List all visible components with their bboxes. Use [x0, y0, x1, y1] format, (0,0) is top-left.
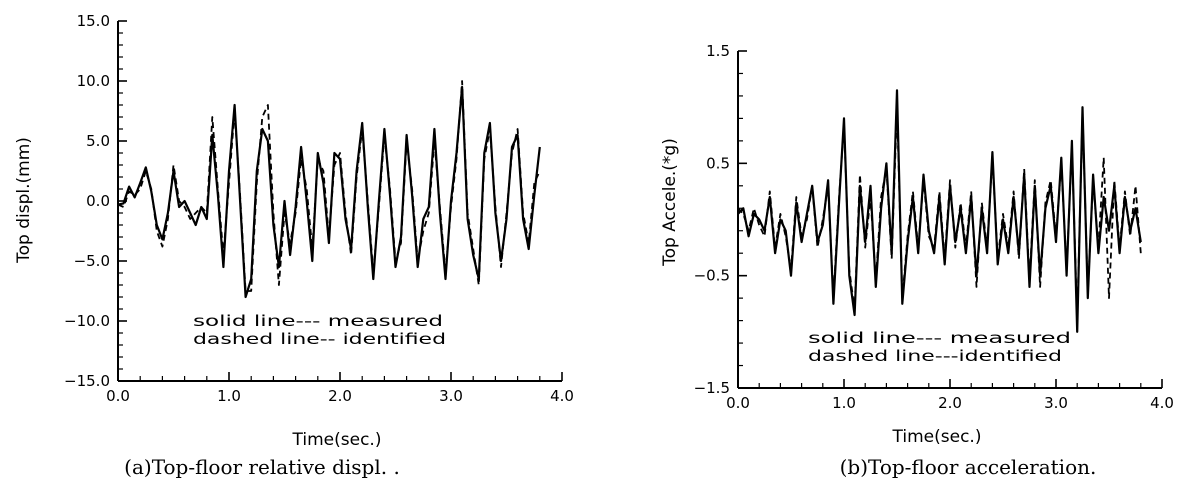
y-tick-label-a: −15.0 — [64, 372, 110, 390]
x-tick-label-b: 2.0 — [938, 394, 962, 412]
y-axis-title-a: Top displ.(mm) — [14, 137, 34, 264]
chart-top-floor-acceleration: Top Accele.(*g) Time(sec.) (b)Top-floor … — [660, 42, 1174, 479]
y-axis-title-b: Top Accele.(*g) — [660, 138, 680, 267]
legend-measured-a: solid line--- measured — [193, 312, 443, 330]
y-tick-label-b: 0.5 — [706, 154, 730, 172]
series-identified-b — [737, 106, 1142, 322]
x-axis-title-a: Time(sec.) — [292, 430, 382, 450]
series-identified-a — [117, 80, 541, 292]
y-tick-label-a: 10.0 — [77, 72, 110, 90]
caption-a: (a)Top-floor relative displ. . — [124, 455, 400, 479]
series-measured-a — [117, 85, 541, 299]
x-tick-label-a: 4.0 — [550, 387, 574, 405]
x-tick-label-b: 0.0 — [726, 394, 750, 412]
y-tick-label-b: −1.5 — [694, 379, 730, 397]
x-tick-label-b: 4.0 — [1150, 394, 1174, 412]
y-tick-label-a: 0.0 — [86, 192, 110, 210]
caption-b: (b)Top-floor acceleration. — [840, 455, 1097, 479]
x-axis-title-b: Time(sec.) — [892, 427, 982, 447]
y-tick-label-a: 15.0 — [77, 12, 110, 30]
legend-measured-b: solid line--- measured — [808, 329, 1071, 347]
legend-identified-b: dashed line---identified — [808, 347, 1062, 365]
x-tick-label-a: 3.0 — [439, 387, 463, 405]
x-tick-label-b: 3.0 — [1044, 394, 1068, 412]
y-tick-label-a: −5.0 — [74, 252, 110, 270]
x-tick-label-b: 1.0 — [832, 394, 856, 412]
y-tick-label-b: −0.5 — [694, 267, 730, 285]
y-tick-label-a: 5.0 — [86, 132, 110, 150]
x-tick-label-a: 2.0 — [328, 387, 352, 405]
y-tick-label-a: −10.0 — [64, 312, 110, 330]
x-tick-label-a: 0.0 — [106, 387, 130, 405]
y-tick-label-b: 1.5 — [706, 42, 730, 60]
chart-top-floor-displacement: Top displ.(mm) Time(sec.) (a)Top-floor r… — [14, 12, 574, 479]
legend-identified-a: dashed line-- identified — [193, 330, 446, 348]
x-tick-label-a: 1.0 — [217, 387, 241, 405]
